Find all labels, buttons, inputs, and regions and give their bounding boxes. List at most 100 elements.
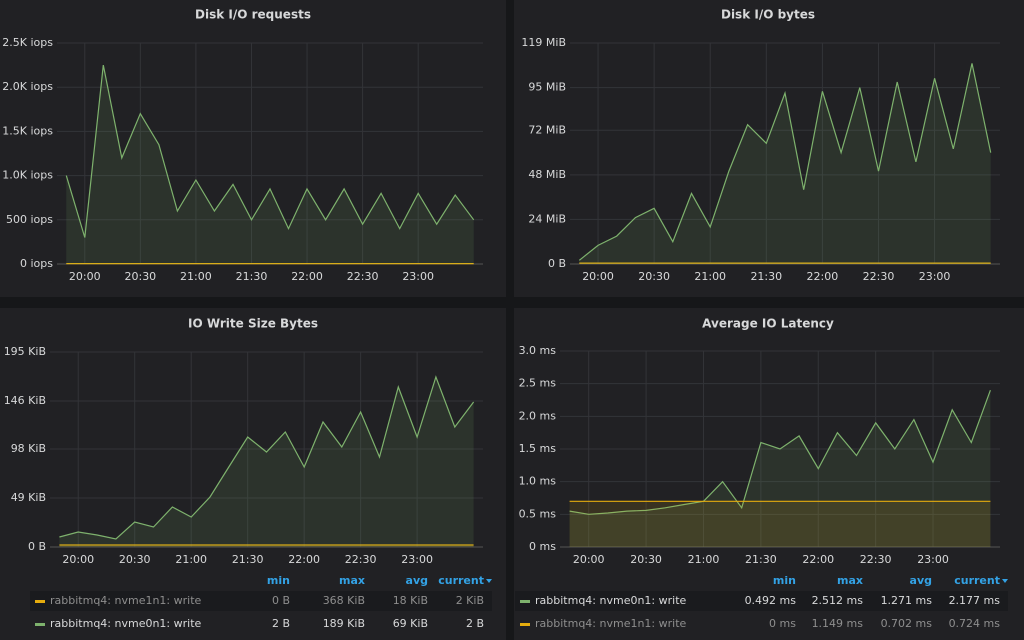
legend-stat: 2 B [272, 617, 290, 630]
legend-name: rabbitmq4: nvme1n1: write [50, 594, 202, 607]
x-tick-label: 21:30 [236, 270, 268, 283]
series-line [569, 389, 991, 515]
series-line [59, 375, 475, 540]
legend-stat: 0 ms [769, 617, 796, 630]
y-tick-label: 2.0K iops [2, 80, 53, 93]
legend-stat: 2.512 ms [812, 594, 864, 607]
x-tick-label: 20:30 [119, 553, 151, 566]
legend-header: max [837, 574, 863, 587]
series-line [65, 64, 475, 238]
legend-header: avg [406, 574, 428, 587]
x-tick-label: 21:00 [688, 553, 720, 566]
x-tick-label: 20:00 [582, 270, 614, 283]
x-tick-label: 20:30 [124, 270, 156, 283]
legend-name: rabbitmq4: nvme0n1: write [50, 617, 202, 630]
x-tick-label: 22:00 [288, 553, 320, 566]
legend-stat: 69 KiB [393, 617, 428, 630]
panel-title: Average IO Latency [702, 317, 834, 331]
x-tick-label: 21:30 [745, 553, 777, 566]
legend-name: rabbitmq4: nvme1n1: write [535, 617, 687, 630]
panel-title: IO Write Size Bytes [188, 317, 318, 331]
legend-stat: 0.702 ms [881, 617, 933, 630]
y-tick-label: 48 MiB [528, 168, 566, 181]
panel [514, 0, 1024, 297]
y-tick-label: 0 ms [529, 540, 556, 553]
legend-stat: 0 B [272, 594, 290, 607]
legend-swatch [520, 623, 530, 626]
legend-stat: 1.271 ms [881, 594, 933, 607]
legend-stat: 2.177 ms [949, 594, 1001, 607]
y-tick-label: 3.0 ms [519, 344, 557, 357]
legend-header: current [954, 574, 1000, 587]
x-tick-label: 20:00 [573, 553, 605, 566]
x-tick-label: 22:30 [347, 270, 379, 283]
legend-row-bg [30, 591, 492, 611]
legend-header: max [339, 574, 365, 587]
panel [0, 308, 506, 640]
x-tick-label: 23:00 [919, 270, 951, 283]
x-tick-label: 22:00 [291, 270, 323, 283]
x-tick-label: 20:30 [638, 270, 670, 283]
legend-stat: 1.149 ms [812, 617, 864, 630]
series-area [579, 63, 991, 265]
legend-stat: 2 B [466, 617, 484, 630]
y-tick-label: 2.5 ms [519, 377, 557, 390]
y-tick-label: 0.5 ms [519, 507, 557, 520]
legend-stat: 0.492 ms [745, 594, 797, 607]
y-tick-label: 1.0 ms [519, 475, 557, 488]
y-tick-label: 0 B [548, 257, 566, 270]
y-tick-label: 98 KiB [11, 442, 46, 455]
y-tick-label: 195 KiB [4, 345, 46, 358]
legend-name: rabbitmq4: nvme0n1: write [535, 594, 687, 607]
legend-stat: 368 KiB [323, 594, 365, 607]
x-tick-label: 23:00 [402, 270, 434, 283]
panel-title: Disk I/O requests [195, 8, 311, 22]
x-tick-label: 22:00 [802, 553, 834, 566]
legend-stat: 189 KiB [323, 617, 365, 630]
series-line [578, 63, 992, 261]
legend-row-bg [515, 591, 1008, 611]
x-tick-label: 22:30 [860, 553, 892, 566]
sort-icon [486, 579, 492, 583]
sort-icon [1002, 579, 1008, 583]
y-tick-label: 1.5K iops [2, 124, 53, 137]
y-tick-label: 0 iops [20, 257, 53, 270]
x-tick-label: 23:00 [401, 553, 433, 566]
x-tick-label: 22:30 [345, 553, 377, 566]
legend-stat: 18 KiB [393, 594, 428, 607]
y-tick-label: 1.5 ms [519, 442, 557, 455]
y-tick-label: 2.0 ms [519, 409, 557, 422]
legend-swatch [520, 600, 530, 603]
series-area [66, 65, 474, 264]
y-tick-label: 49 KiB [11, 491, 46, 504]
y-tick-label: 72 MiB [528, 123, 566, 136]
x-tick-label: 23:00 [917, 553, 949, 566]
y-tick-label: 2.5K iops [2, 36, 53, 49]
series-area [59, 377, 474, 547]
y-tick-label: 0 B [28, 540, 46, 553]
x-tick-label: 20:30 [630, 553, 662, 566]
y-tick-label: 119 MiB [521, 36, 566, 49]
panel [514, 308, 1024, 640]
panel-title: Disk I/O bytes [721, 8, 815, 22]
y-tick-label: 24 MiB [528, 212, 566, 225]
legend-swatch [35, 623, 45, 626]
legend-stat: 0.724 ms [949, 617, 1001, 630]
x-tick-label: 22:00 [807, 270, 839, 283]
x-tick-label: 21:00 [694, 270, 726, 283]
y-tick-label: 1.0K iops [2, 169, 53, 182]
x-tick-label: 21:30 [750, 270, 782, 283]
x-tick-label: 20:00 [62, 553, 94, 566]
legend-header: current [438, 574, 484, 587]
series-area [569, 390, 991, 547]
legend-header: avg [910, 574, 932, 587]
y-tick-label: 146 KiB [4, 394, 46, 407]
legend-header: min [267, 574, 290, 587]
x-tick-label: 21:00 [175, 553, 207, 566]
series-area [569, 501, 991, 547]
y-tick-label: 95 MiB [528, 81, 566, 94]
legend-stat: 2 KiB [456, 594, 484, 607]
x-tick-label: 21:00 [180, 270, 212, 283]
